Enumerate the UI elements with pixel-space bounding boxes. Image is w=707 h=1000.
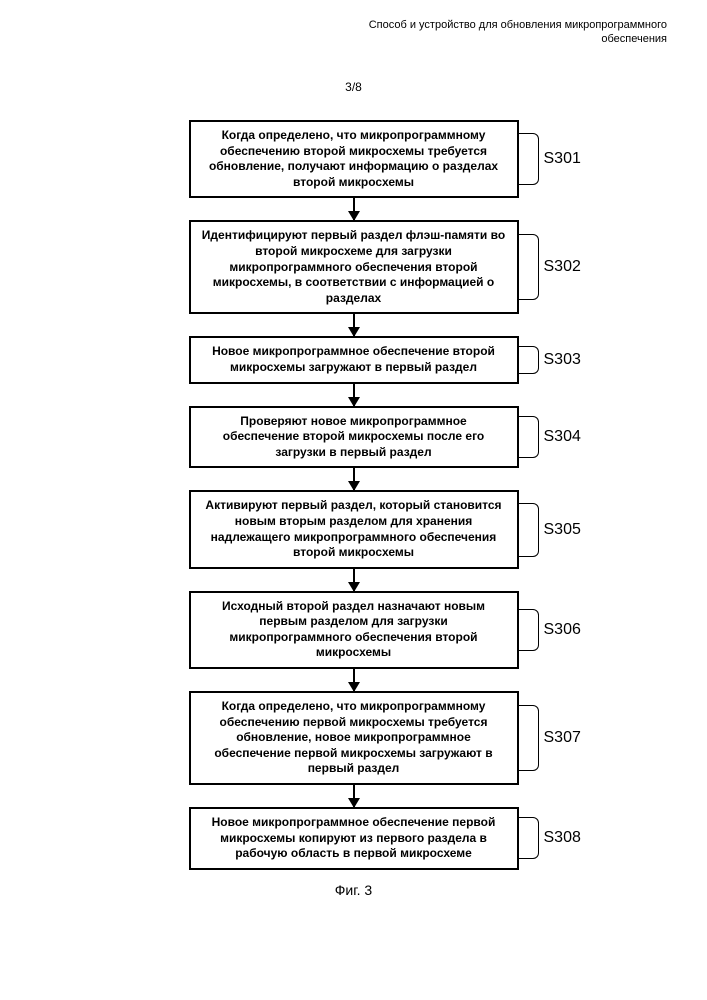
header-title: Способ и устройство для обновления микро… <box>347 18 667 47</box>
flowchart-step: Идентифицируют первый раздел флэш-памяти… <box>104 220 604 314</box>
flowchart-box: Новое микропрограммное обеспечение второ… <box>189 336 519 383</box>
step-label: S305 <box>544 521 581 539</box>
flowchart-box: Идентифицируют первый раздел флэш-памяти… <box>189 220 519 314</box>
step-label: S303 <box>544 351 581 369</box>
flowchart-step: Новое микропрограммное обеспечение второ… <box>104 336 604 383</box>
step-connector <box>519 234 539 300</box>
page-number: 3/8 <box>345 80 362 94</box>
step-connector <box>519 416 539 458</box>
flowchart-box: Проверяют новое микропрограммное обеспеч… <box>189 406 519 469</box>
flowchart-step: Когда определено, что микропрограммному … <box>104 691 604 785</box>
arrow-down-icon <box>353 785 355 807</box>
arrow-down-icon <box>353 384 355 406</box>
step-connector <box>519 346 539 374</box>
flowchart-box: Активируют первый раздел, который станов… <box>189 490 519 568</box>
flowchart-step: Исходный второй раздел назначают новым п… <box>104 591 604 669</box>
flowchart-box: Когда определено, что микропрограммному … <box>189 120 519 198</box>
arrow-down-icon <box>353 569 355 591</box>
step-label: S308 <box>544 829 581 847</box>
flowchart-step: Когда определено, что микропрограммному … <box>104 120 604 198</box>
step-connector <box>519 609 539 651</box>
step-label: S307 <box>544 729 581 747</box>
step-label: S304 <box>544 428 581 446</box>
flowchart-box: Когда определено, что микропрограммному … <box>189 691 519 785</box>
flowchart-box: Исходный второй раздел назначают новым п… <box>189 591 519 669</box>
step-label: S301 <box>544 150 581 168</box>
flowchart-step: Активируют первый раздел, который станов… <box>104 490 604 568</box>
flowchart-container: Когда определено, что микропрограммному … <box>104 120 604 898</box>
figure-label: Фиг. 3 <box>104 882 604 898</box>
arrow-down-icon <box>353 669 355 691</box>
step-connector <box>519 503 539 557</box>
step-label: S302 <box>544 258 581 276</box>
arrow-down-icon <box>353 314 355 336</box>
flowchart-box: Новое микропрограммное обеспечение перво… <box>189 807 519 870</box>
arrow-down-icon <box>353 198 355 220</box>
step-connector <box>519 817 539 859</box>
step-label: S306 <box>544 621 581 639</box>
step-connector <box>519 133 539 185</box>
step-connector <box>519 705 539 771</box>
arrow-down-icon <box>353 468 355 490</box>
flowchart-step: Проверяют новое микропрограммное обеспеч… <box>104 406 604 469</box>
flowchart-step: Новое микропрограммное обеспечение перво… <box>104 807 604 870</box>
